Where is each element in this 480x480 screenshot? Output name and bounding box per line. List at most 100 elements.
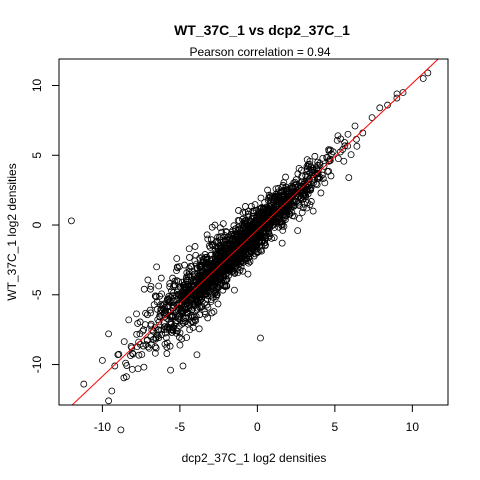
- scatter-point: [261, 242, 269, 250]
- ticks-layer: -10 -5 0 5 10 -10 -5 0 5 10: [30, 79, 419, 434]
- scatter-point: [344, 130, 352, 138]
- scatter-point: [219, 220, 227, 228]
- scatter-point: [153, 305, 161, 313]
- scatter-point: [263, 208, 271, 216]
- scatter-point: [217, 244, 224, 252]
- scatter-point: [108, 387, 116, 395]
- scatter-point: [269, 221, 277, 229]
- scatter-point: [143, 337, 151, 344]
- scatter-point: [173, 267, 180, 275]
- scatter-point: [239, 249, 247, 256]
- scatter-point: [264, 186, 271, 194]
- scatter-point: [274, 206, 282, 214]
- scatter-point: [368, 114, 376, 121]
- scatter-point: [190, 313, 198, 321]
- scatter-point: [117, 426, 125, 434]
- scatter-point: [211, 247, 219, 255]
- scatter-point: [309, 207, 317, 215]
- scatter-point: [221, 282, 229, 290]
- scatter-point: [344, 142, 351, 150]
- scatter-point: [207, 298, 215, 305]
- scatter-point: [289, 201, 297, 209]
- scatter-point: [207, 296, 215, 304]
- scatter-point: [307, 198, 315, 205]
- scatter-point: [175, 333, 183, 341]
- scatter-point: [353, 142, 361, 150]
- scatter-point: [163, 350, 171, 357]
- scatter-point: [239, 209, 247, 216]
- scatter-point: [152, 293, 160, 301]
- scatter-point: [249, 207, 257, 215]
- scatter-point: [235, 243, 243, 250]
- scatter-point: [284, 188, 291, 196]
- scatter-point: [399, 89, 407, 96]
- scatter-point: [151, 349, 159, 357]
- scatter-point: [165, 293, 173, 300]
- scatter-point: [292, 184, 300, 191]
- scatter-point: [212, 249, 220, 256]
- scatter-point: [197, 271, 205, 279]
- scatter-point: [258, 242, 266, 250]
- x-axis-label: dcp2_37C_1 log2 densities: [182, 451, 327, 465]
- scatter-point: [223, 276, 231, 284]
- scatter-point: [256, 211, 264, 218]
- scatter-point: [235, 261, 242, 268]
- scatter-point: [167, 326, 175, 333]
- scatter-point: [260, 222, 268, 230]
- scatter-point: [143, 311, 151, 319]
- scatter-point: [155, 282, 163, 290]
- scatter-point: [219, 238, 227, 246]
- scatter-point: [270, 234, 278, 242]
- scatter-point: [114, 351, 122, 359]
- scatter-point: [167, 366, 174, 374]
- scatter-point: [205, 242, 213, 250]
- scatter-point: [351, 122, 359, 130]
- scatter-point: [303, 185, 311, 193]
- scatter-point: [341, 142, 349, 150]
- scatter-point: [317, 189, 325, 197]
- chart-subtitle: Pearson correlation = 0.94: [189, 45, 330, 59]
- scatter-point: [290, 212, 298, 220]
- scatter-point: [158, 290, 166, 298]
- scatter-point: [221, 266, 229, 274]
- scatter-point: [282, 207, 290, 215]
- scatter-point: [202, 259, 210, 266]
- scatter-point: [98, 356, 106, 364]
- scatter-point: [314, 158, 322, 166]
- scatter-point: [173, 263, 181, 271]
- scatter-point: [122, 359, 130, 367]
- scatter-point: [111, 362, 119, 370]
- scatter-point: [376, 104, 384, 112]
- scatter-point: [393, 94, 401, 102]
- scatter-point: [272, 185, 280, 193]
- scatter-point: [164, 296, 171, 304]
- scatter-point: [282, 173, 289, 181]
- scatter-point: [229, 227, 236, 235]
- scatter-point: [140, 326, 148, 334]
- scatter-point: [270, 203, 278, 210]
- scatter-point: [210, 308, 218, 315]
- scatter-point: [257, 194, 265, 202]
- scatter-point: [306, 201, 314, 209]
- scatter-point: [186, 254, 193, 261]
- scatter-point: [266, 220, 274, 228]
- scatter-point: [165, 295, 172, 303]
- scatter-point: [152, 334, 160, 342]
- scatter-point: [276, 218, 284, 226]
- y-tick-label: 0: [30, 221, 44, 228]
- scatter-point: [144, 276, 152, 284]
- scatter-point: [183, 273, 191, 281]
- scatter-point: [235, 217, 243, 225]
- scatter-point: [231, 286, 238, 294]
- scatter-point: [237, 249, 245, 256]
- scatter-point: [147, 320, 155, 328]
- y-tick-label: -5: [30, 289, 44, 300]
- scatter-point: [163, 339, 171, 347]
- scatter-point: [258, 247, 265, 255]
- scatter-point: [136, 318, 144, 326]
- scatter-point: [279, 217, 287, 225]
- scatter-point: [188, 296, 196, 304]
- scatter-point: [334, 132, 342, 140]
- scatter-point: [123, 373, 130, 381]
- scatter-point: [302, 193, 310, 200]
